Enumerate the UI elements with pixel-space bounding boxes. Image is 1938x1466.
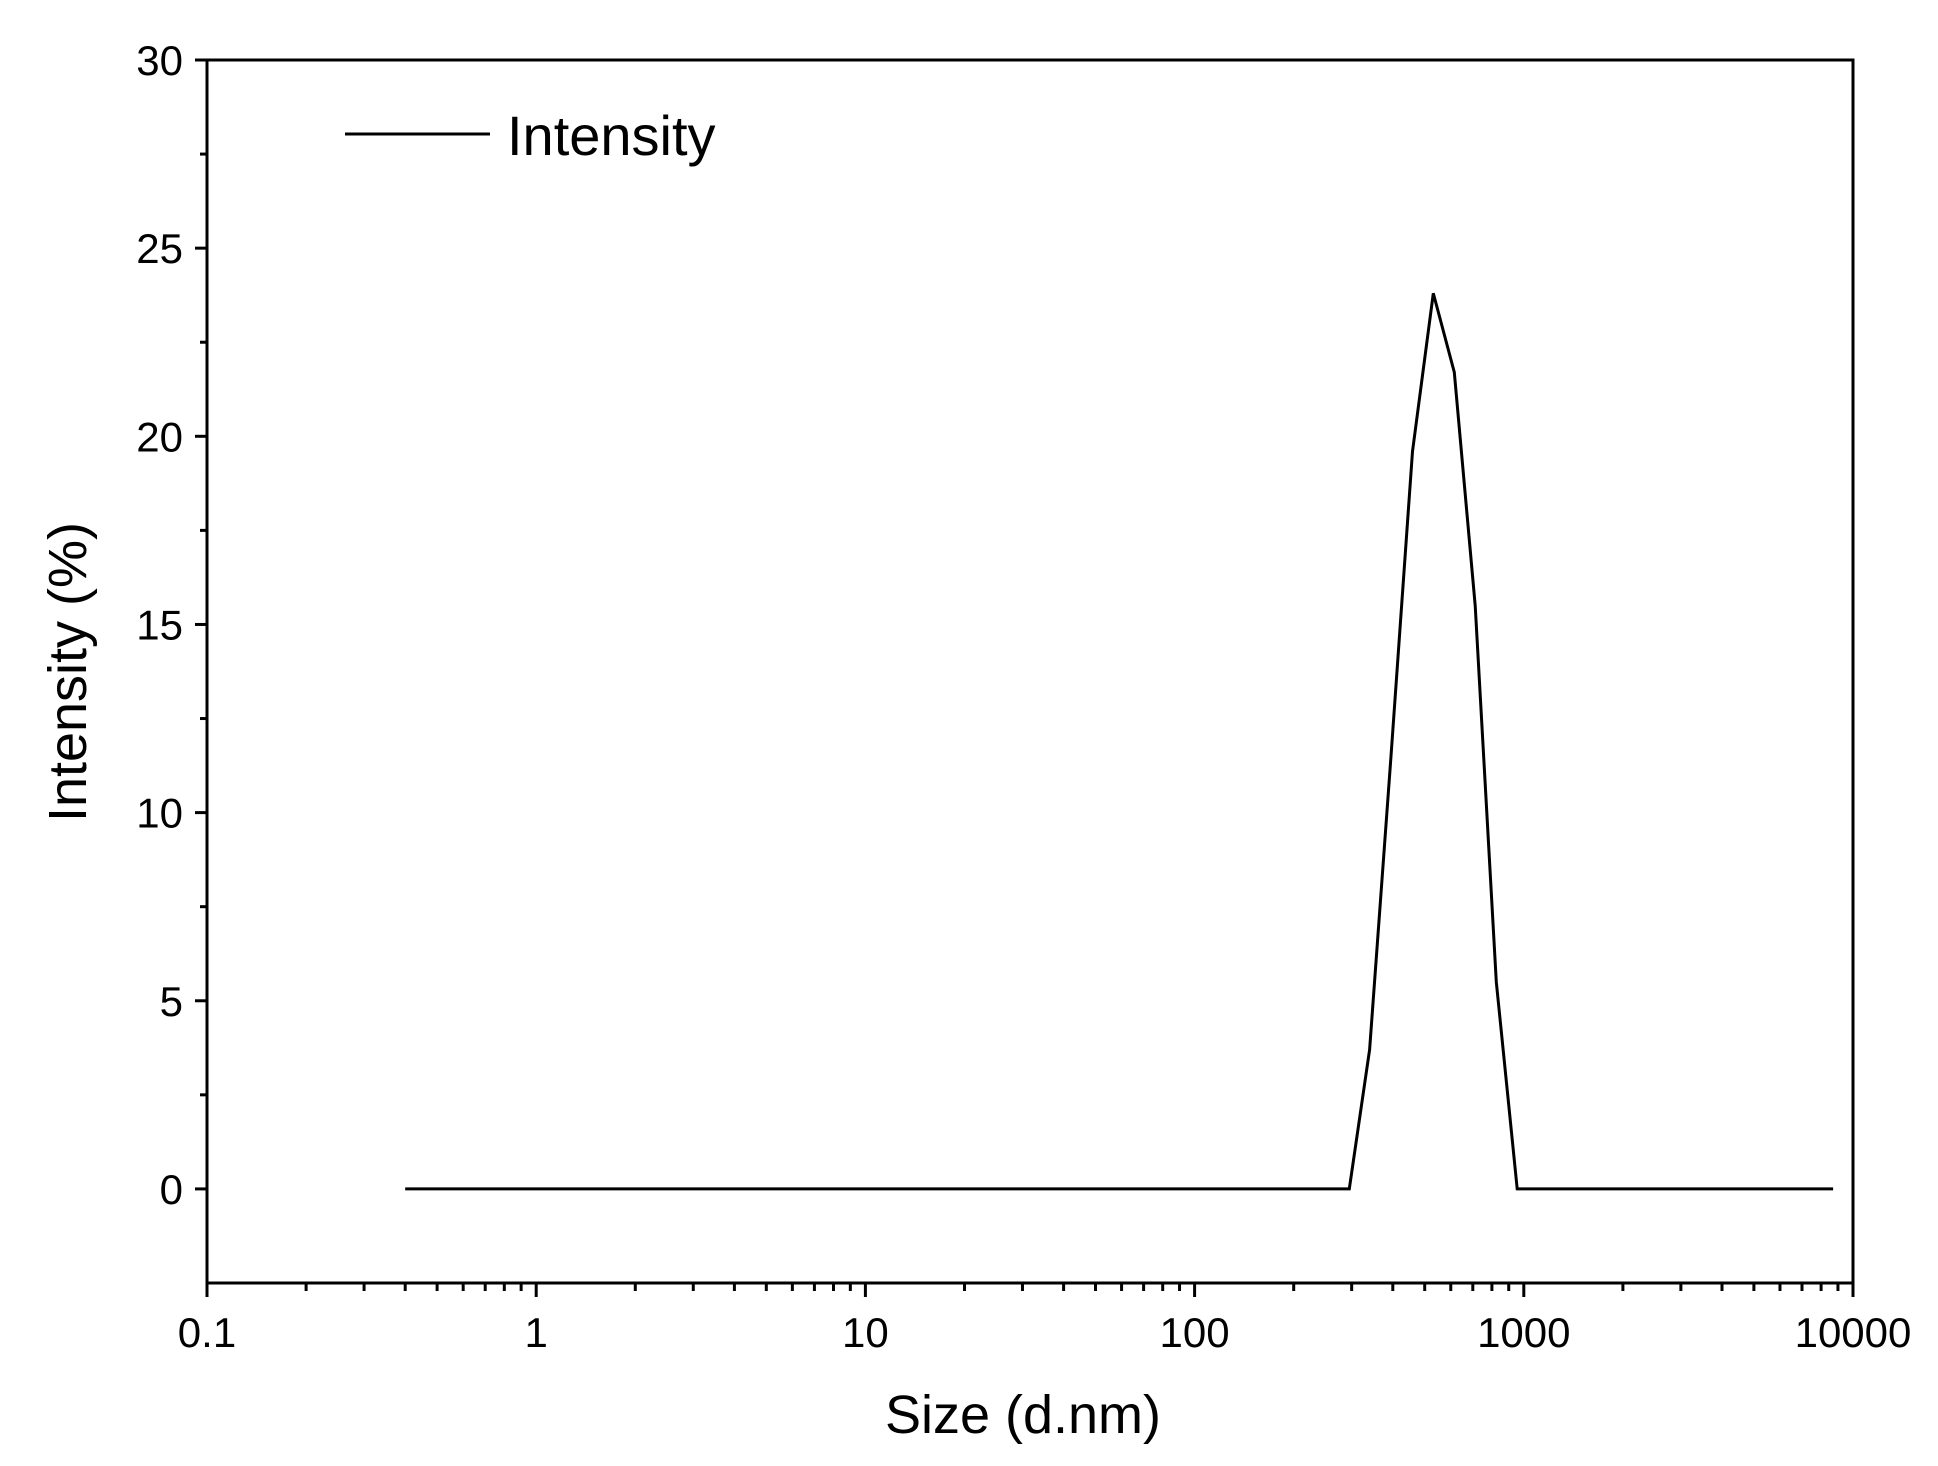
- x-tick-label: 10: [842, 1309, 889, 1356]
- y-tick-label: 15: [136, 601, 183, 648]
- y-tick-label: 10: [136, 790, 183, 837]
- legend: Intensity: [345, 104, 716, 167]
- x-tick-label: 10000: [1795, 1309, 1912, 1356]
- x-axis: 0.1 1 10 100 1000 10000: [178, 1283, 1912, 1356]
- x-tick-label: 100: [1160, 1309, 1230, 1356]
- series-layer: [405, 292, 1834, 1191]
- plot-area: [205, 58, 1855, 1285]
- plot-frame: [205, 58, 1855, 1285]
- x-tick-label: 0.1: [178, 1309, 236, 1356]
- series-line-intensity: [405, 292, 1834, 1191]
- x-axis-title: Size (d.nm): [885, 1385, 1161, 1445]
- legend-label: Intensity: [507, 104, 716, 167]
- y-tick-label: 5: [160, 978, 183, 1025]
- y-axis: 0 5 10 15 20 25 30: [136, 37, 207, 1213]
- x-tick-label: 1: [525, 1309, 548, 1356]
- y-tick-label: 25: [136, 225, 183, 272]
- y-tick-label: 20: [136, 413, 183, 460]
- y-tick-label: 30: [136, 37, 183, 84]
- y-axis-title: Intensity (%): [38, 522, 98, 822]
- y-tick-label: 0: [160, 1166, 183, 1213]
- x-tick-label: 1000: [1477, 1309, 1570, 1356]
